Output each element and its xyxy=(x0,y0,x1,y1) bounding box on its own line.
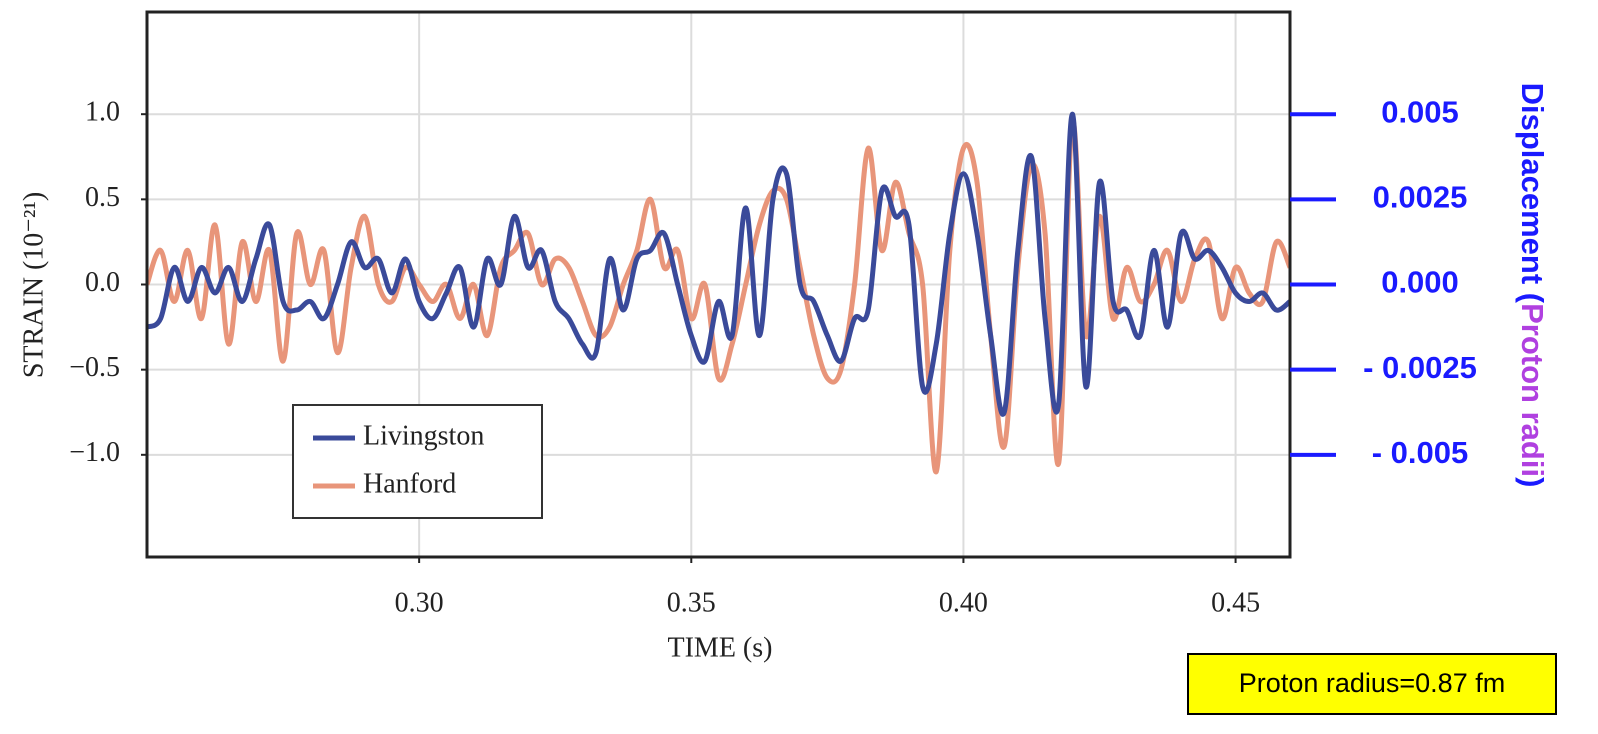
line-series xyxy=(147,118,1290,475)
legend-box xyxy=(292,404,543,519)
x-tick-label: 0.45 xyxy=(1211,587,1260,618)
annotation-box xyxy=(1187,653,1557,715)
y-tick-label: 0.0 xyxy=(85,267,120,298)
y2-tick-label: - 0.0025 xyxy=(1363,350,1477,385)
y2-tick-label: - 0.005 xyxy=(1372,435,1469,470)
y-tick-label: 0.5 xyxy=(85,182,120,213)
y-tick-label: 1.0 xyxy=(85,97,120,128)
legend-label: Livingston xyxy=(363,420,484,451)
annotation: Proton radius=0.87 fm xyxy=(1239,668,1505,698)
y-tick-label: −1.0 xyxy=(69,437,120,468)
x-tick-label: 0.35 xyxy=(667,587,716,618)
y2-tick-label: 0.000 xyxy=(1381,265,1459,300)
y2-label-part: ) xyxy=(1515,477,1550,487)
y2-label-part: Proton radii xyxy=(1515,303,1550,477)
legend-label: Hanford xyxy=(363,468,456,499)
line-series xyxy=(147,111,1290,417)
y2-tick-label: 0.005 xyxy=(1381,94,1459,129)
y-axis-label: STRAIN (10⁻²¹) xyxy=(18,192,49,378)
x-tick-label: 0.40 xyxy=(939,587,988,618)
y2-axis-label: Displacement (Proton radii) xyxy=(1515,83,1550,488)
x-axis-label: TIME (s) xyxy=(668,632,773,663)
x-tick-label: 0.30 xyxy=(395,587,444,618)
y2-tick-label: 0.0025 xyxy=(1373,180,1468,215)
y2-label-part: Displacement ( xyxy=(1515,83,1550,304)
y-tick-label: −0.5 xyxy=(69,352,120,383)
